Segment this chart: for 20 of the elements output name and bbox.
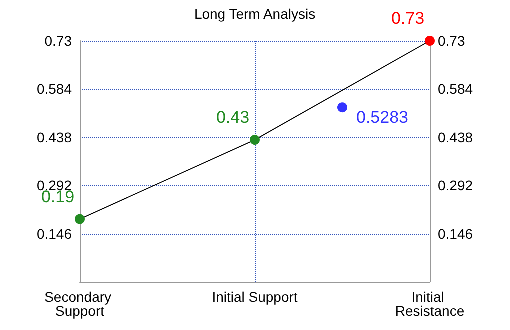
chart-title: Long Term Analysis [194,6,316,22]
y-tick-label: 0.438 [36,129,72,146]
y2-tick-label: 0.584 [438,81,474,98]
data-label: 0.73 [391,9,425,28]
point [425,36,435,46]
y2-tick-label: 0.146 [438,226,474,242]
y-tick-label: 0.73 [44,33,72,49]
x-tick-label: Initial Support [212,289,298,305]
x-tick-label: Secondary Support [44,289,116,319]
data-label: 0.5283 [356,108,408,128]
y-tick-label: 0.584 [36,81,72,98]
y-tick-label: 0.146 [36,226,72,242]
y2-tick-label: 0.73 [438,33,466,49]
point [250,135,260,146]
y2-tick-label: 0.438 [438,129,474,146]
y2-tick-label: 0.292 [438,178,474,194]
point [75,214,85,224]
data-label: 0.43 [216,108,250,128]
point [338,102,348,113]
x-tick-label: Initial Resistance [395,289,465,319]
